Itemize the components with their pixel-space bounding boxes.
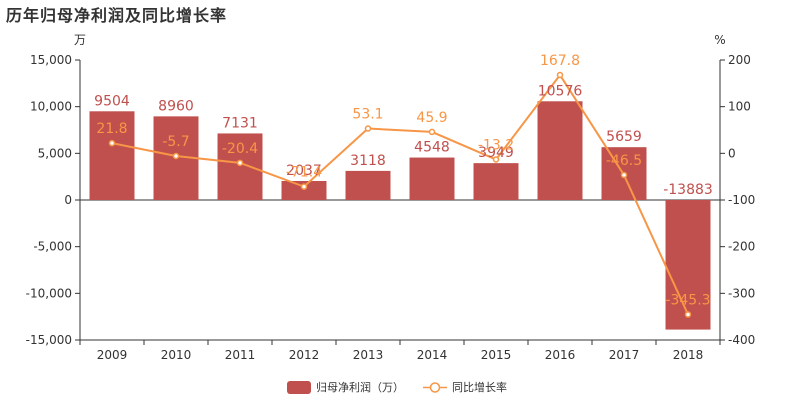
axes: 15,000 10,000 5,000 0 -5,000 -10,000 -15,000 20…	[26, 33, 756, 362]
x-tick-label: 2014	[417, 348, 448, 362]
y-left-unit: 万	[74, 33, 86, 47]
line-point	[236, 159, 244, 167]
legend-line-label: 同比增长率	[452, 380, 507, 394]
line-value-label: 21.8	[96, 121, 127, 137]
y-right-tick-label: 200	[728, 53, 751, 67]
y-left-tick-label: 0	[64, 193, 72, 207]
growth-rate-line	[111, 73, 689, 315]
line-value-label: -20.4	[222, 141, 258, 157]
bar	[217, 133, 263, 200]
line-point	[492, 156, 500, 163]
data-labels: 9504 8960 7131 2037 3118 4548 3949 10576 5659 -13…	[94, 53, 713, 308]
line-value-label: -71.4	[286, 165, 322, 181]
line-point	[556, 71, 564, 79]
line-value-label: -46.5	[606, 153, 642, 169]
line-value-label: 45.9	[416, 110, 447, 126]
bar-value-label: 5659	[606, 129, 642, 145]
bar	[665, 200, 711, 330]
y-left-tick-label: -15,000	[26, 333, 72, 347]
bar-value-label: 7131	[222, 115, 258, 131]
line-value-label: -345.3	[665, 292, 710, 308]
bar-value-label: 8960	[158, 98, 194, 114]
legend-bar-swatch	[287, 381, 311, 394]
x-tick-label: 2009	[97, 348, 128, 362]
bar-value-label: 4548	[414, 140, 450, 156]
x-tick-label: 2013	[353, 348, 384, 362]
legend-line-marker	[429, 382, 441, 393]
bar	[473, 163, 519, 200]
bar-value-label: -13883	[663, 182, 713, 198]
line-point	[620, 171, 628, 179]
y-right-tick-label: 0	[728, 146, 736, 160]
x-tick-label: 2012	[289, 348, 320, 362]
line-series	[108, 71, 692, 318]
y-left-tick-label: -5,000	[33, 240, 72, 254]
line-point	[428, 128, 436, 136]
legend: 归母净利润（万） 同比增长率	[287, 380, 507, 394]
y-right-tick-label: -200	[728, 240, 755, 254]
y-left-tick-label: -10,000	[26, 286, 72, 300]
x-tick-label: 2010	[161, 348, 192, 362]
x-tick-label: 2016	[545, 348, 576, 362]
legend-bar-label: 归母净利润（万）	[316, 380, 404, 394]
line-point	[300, 183, 308, 190]
bar-value-label: 10576	[538, 83, 583, 99]
line-value-label: 53.1	[352, 107, 383, 123]
y-left-tick-label: 10,000	[30, 100, 72, 114]
y-left-tick-label: 5,000	[38, 146, 72, 160]
x-tick-label: 2018	[673, 348, 704, 362]
bar-value-label: 2037	[286, 163, 322, 179]
line-value-label: 167.8	[540, 53, 580, 69]
line-point	[108, 139, 116, 147]
x-tick-label: 2011	[225, 348, 256, 362]
x-tick-label: 2017	[609, 348, 640, 362]
bar	[89, 111, 135, 200]
line-point	[364, 125, 372, 132]
line-point	[684, 311, 692, 318]
y-right-tick-label: -100	[728, 193, 755, 207]
bar-value-label: 3118	[350, 153, 386, 169]
bar-value-label: 3949	[478, 145, 514, 161]
y-right-tick-label: -300	[728, 286, 755, 300]
chart-title: 历年归母净利润及同比增长率	[6, 6, 228, 25]
line-value-label: -5.7	[162, 134, 189, 150]
line-point	[172, 152, 180, 160]
bar	[345, 170, 391, 200]
y-right-unit: %	[714, 33, 725, 47]
bar	[281, 180, 327, 200]
x-tick-label: 2015	[481, 348, 512, 362]
bar-value-label: 9504	[94, 93, 130, 109]
line-value-label: -13.2	[478, 137, 514, 153]
bar	[409, 157, 455, 200]
y-right-tick-label: -400	[728, 333, 755, 347]
y-right-tick-label: 100	[728, 100, 751, 114]
bar	[537, 101, 583, 200]
y-left-tick-label: 15,000	[30, 53, 72, 67]
